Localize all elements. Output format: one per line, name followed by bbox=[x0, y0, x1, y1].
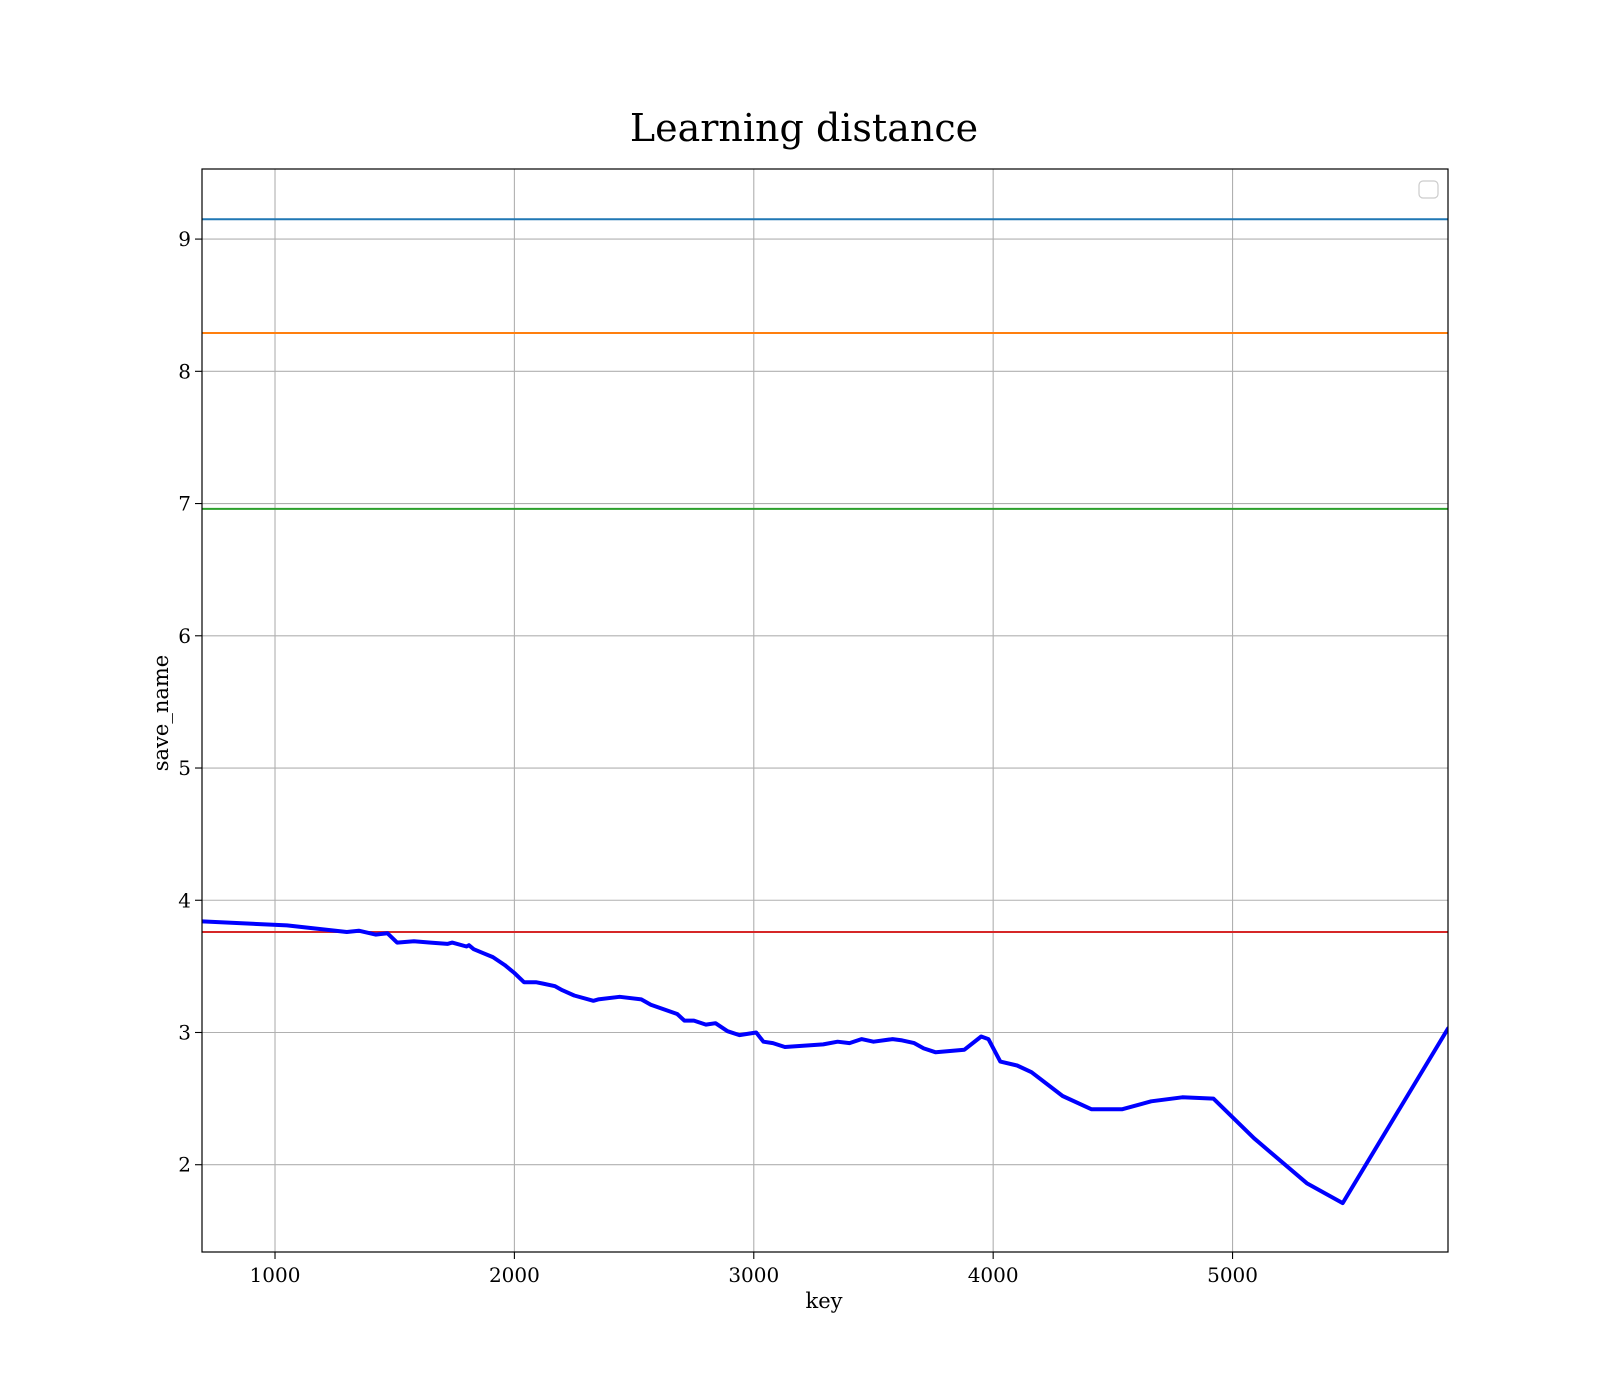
x-tick-label: 3000 bbox=[728, 1263, 779, 1287]
y-tick-label: 6 bbox=[178, 624, 191, 648]
y-axis-label: save_name bbox=[149, 655, 173, 771]
grid bbox=[202, 169, 1448, 1252]
legend-box bbox=[1418, 180, 1439, 199]
reference-lines bbox=[202, 218, 1448, 933]
x-axis-label: key bbox=[805, 1289, 842, 1313]
y-tick-label: 5 bbox=[178, 756, 191, 780]
x-tick-label: 2000 bbox=[489, 1263, 540, 1287]
x-tick-label: 1000 bbox=[250, 1263, 301, 1287]
y-tick-label: 8 bbox=[178, 359, 191, 383]
x-tick-label: 5000 bbox=[1207, 1263, 1258, 1287]
y-tick-label: 2 bbox=[178, 1153, 191, 1177]
series-line bbox=[202, 919, 1448, 1206]
x-tick-label: 4000 bbox=[968, 1263, 1019, 1287]
chart-title: Learning distance bbox=[630, 106, 978, 150]
y-tick-label: 9 bbox=[178, 227, 191, 251]
y-tick-label: 3 bbox=[178, 1020, 191, 1044]
plot-frame bbox=[201, 168, 1449, 1253]
y-tick-label: 4 bbox=[178, 888, 191, 912]
y-tick-label: 7 bbox=[178, 492, 191, 516]
series-lines bbox=[202, 919, 1448, 1206]
axis-ticks: 1000 2000 3000 4000 5000 2 3 4 5 6 7 8 9 bbox=[178, 227, 1258, 1287]
